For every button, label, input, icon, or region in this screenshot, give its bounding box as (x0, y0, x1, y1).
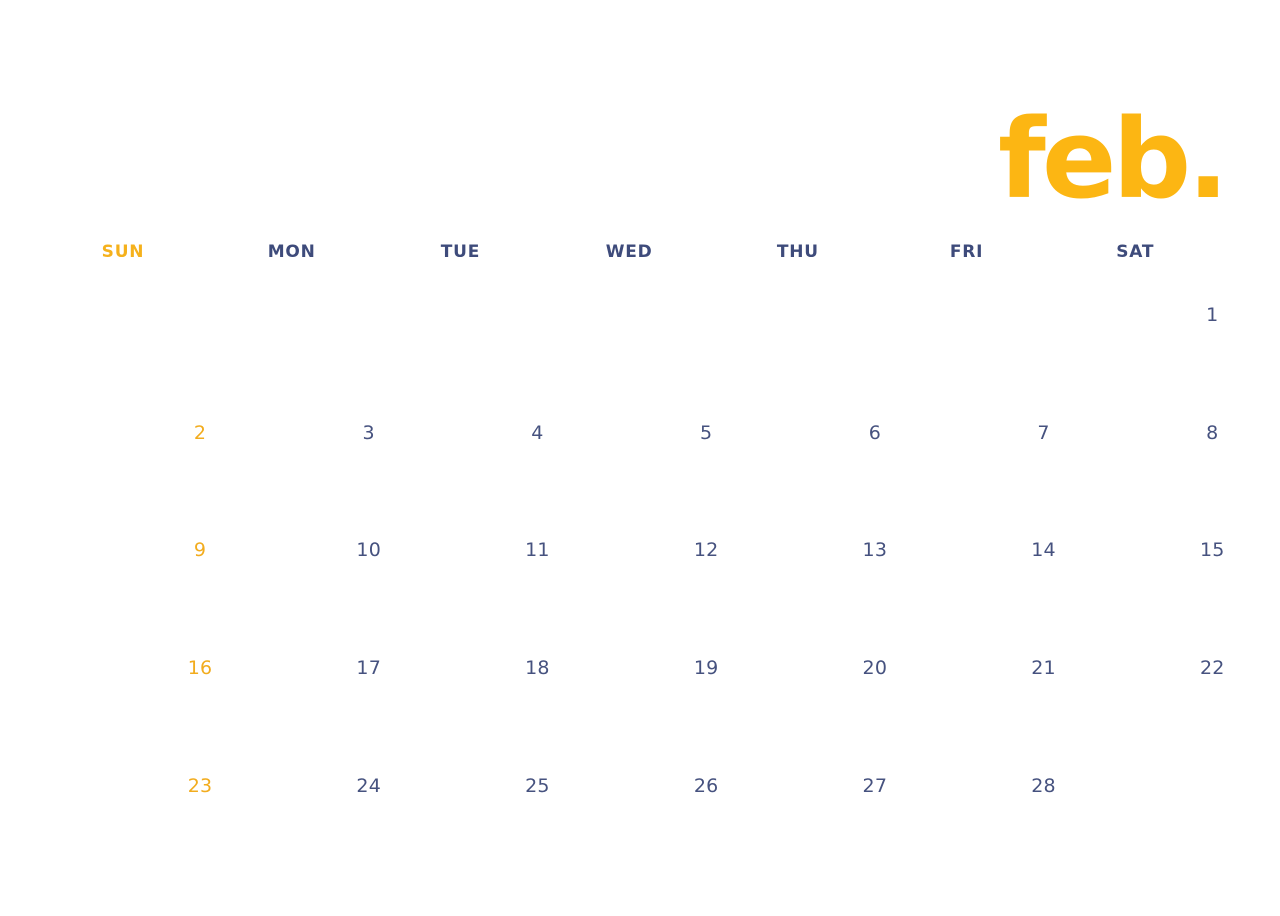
day-cell-feb-11: 11 (425, 492, 594, 610)
weekday-header-row: SUN MON TUE WED THU FRI SAT (88, 230, 1269, 274)
day-cell (425, 256, 594, 374)
date-number: 28 (1031, 774, 1056, 797)
weekday-label: THU (776, 242, 819, 262)
date-number: 2 (193, 421, 207, 444)
day-cell-feb-22: 22 (1100, 609, 1269, 727)
day-cell (257, 256, 426, 374)
date-number: 8 (1206, 421, 1219, 444)
date-number: 10 (356, 539, 381, 562)
day-cell-feb-28: 28 (932, 727, 1101, 845)
date-number: 16 (187, 657, 213, 680)
date-number: 1 (1206, 303, 1219, 326)
weekday-header-mon: MON (257, 230, 426, 274)
date-number: 19 (693, 657, 719, 680)
weekday-label: FRI (949, 242, 984, 262)
weekday-label: WED (605, 242, 653, 262)
day-cell (932, 256, 1101, 374)
date-number: 20 (862, 657, 888, 680)
day-cell-feb-16: 16 (88, 609, 257, 727)
day-cell-feb-20: 20 (763, 609, 932, 727)
weekday-label: MON (267, 242, 316, 262)
date-number: 12 (693, 539, 719, 562)
date-number: 13 (862, 539, 888, 562)
day-cell-feb-3: 3 (257, 374, 426, 492)
day-cell-feb-25: 25 (425, 727, 594, 845)
weekday-header-sun: SUN (88, 230, 257, 274)
weekday-label: TUE (440, 242, 481, 262)
day-cell-feb-1: 1 (1100, 256, 1269, 374)
day-cell-feb-14: 14 (932, 492, 1101, 610)
weekday-header-fri: FRI (932, 230, 1101, 274)
day-cell (88, 256, 257, 374)
day-cell (763, 256, 932, 374)
date-number: 27 (862, 774, 888, 797)
day-cell-feb-12: 12 (594, 492, 763, 610)
day-cell-feb-17: 17 (257, 609, 426, 727)
weekday-header-sat: SAT (1100, 230, 1269, 274)
day-cell-feb-19: 19 (594, 609, 763, 727)
dates-grid: 1 2 3 4 5 6 7 8 9 10 11 12 13 14 15 16 1… (88, 256, 1269, 845)
date-number: 9 (193, 539, 207, 562)
day-cell-feb-27: 27 (763, 727, 932, 845)
day-cell-feb-24: 24 (257, 727, 426, 845)
date-number: 14 (1031, 539, 1056, 562)
date-number: 11 (525, 539, 550, 562)
date-number: 18 (525, 657, 550, 680)
date-number: 15 (1199, 539, 1225, 562)
day-cell-feb-9: 9 (88, 492, 257, 610)
day-cell-feb-10: 10 (257, 492, 426, 610)
date-number: 6 (868, 421, 881, 444)
date-number: 5 (699, 421, 713, 444)
day-cell-feb-6: 6 (763, 374, 932, 492)
day-cell-feb-15: 15 (1100, 492, 1269, 610)
date-number: 3 (362, 421, 375, 444)
day-cell (1100, 727, 1269, 845)
month-title: feb. (998, 95, 1229, 223)
day-cell-feb-26: 26 (594, 727, 763, 845)
day-cell-feb-8: 8 (1100, 374, 1269, 492)
day-cell-feb-13: 13 (763, 492, 932, 610)
weekday-header-wed: WED (594, 230, 763, 274)
date-number: 26 (693, 774, 719, 797)
date-number: 4 (531, 421, 544, 444)
weekday-header-thu: THU (763, 230, 932, 274)
date-number: 23 (187, 774, 213, 797)
weekday-label: SAT (1116, 242, 1155, 262)
weekday-label: SUN (101, 242, 145, 262)
day-cell-feb-23: 23 (88, 727, 257, 845)
date-number: 24 (356, 774, 381, 797)
day-cell-feb-2: 2 (88, 374, 257, 492)
date-number: 7 (1037, 421, 1050, 444)
day-cell-feb-21: 21 (932, 609, 1101, 727)
day-cell-feb-4: 4 (425, 374, 594, 492)
date-number: 17 (356, 657, 381, 680)
date-number: 22 (1199, 657, 1225, 680)
day-cell-feb-5: 5 (594, 374, 763, 492)
day-cell (594, 256, 763, 374)
weekday-header-tue: TUE (425, 230, 594, 274)
day-cell-feb-18: 18 (425, 609, 594, 727)
date-number: 21 (1031, 657, 1056, 680)
date-number: 25 (525, 774, 550, 797)
day-cell-feb-7: 7 (932, 374, 1101, 492)
